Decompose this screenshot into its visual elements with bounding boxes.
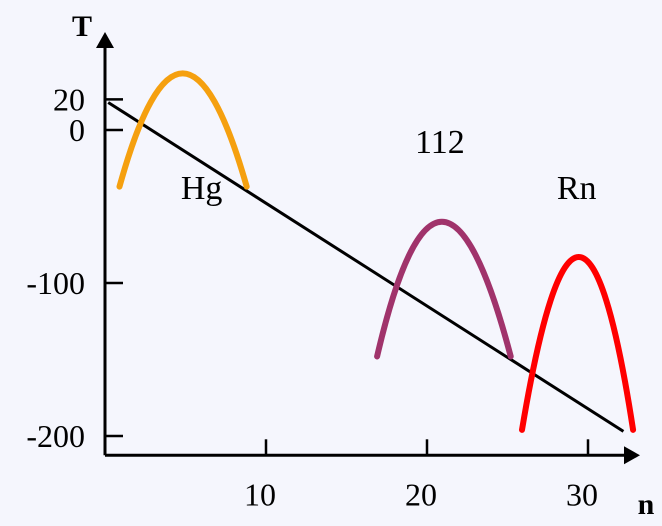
y-tick-label: 20: [53, 81, 85, 117]
curve-label-112: 112: [415, 124, 465, 161]
y-axis-arrow: [96, 32, 114, 48]
curves: [116, 70, 637, 433]
curve-label-hg: Hg: [181, 170, 223, 207]
curve-rn: [518, 254, 637, 433]
y-tick-label: -100: [26, 265, 85, 301]
x-axis-arrow: [624, 446, 640, 465]
curve-label-rn: Rn: [557, 170, 597, 207]
x-tick-label: 10: [244, 476, 276, 512]
y-axis-title: T: [72, 10, 92, 43]
curve-hg: [116, 70, 250, 190]
y-tick-label: -200: [26, 418, 85, 454]
trend-line-group: [107, 101, 625, 433]
y-tick-label: 0: [69, 112, 85, 148]
curve-labels: Hg 112 Rn: [181, 124, 597, 207]
trend-line: [107, 101, 625, 433]
x-tick-label: 20: [405, 476, 437, 512]
x-axis-title: n: [638, 488, 655, 521]
axes: [96, 32, 640, 465]
curve-112: [374, 219, 514, 360]
x-tick-label: 30: [566, 476, 598, 512]
